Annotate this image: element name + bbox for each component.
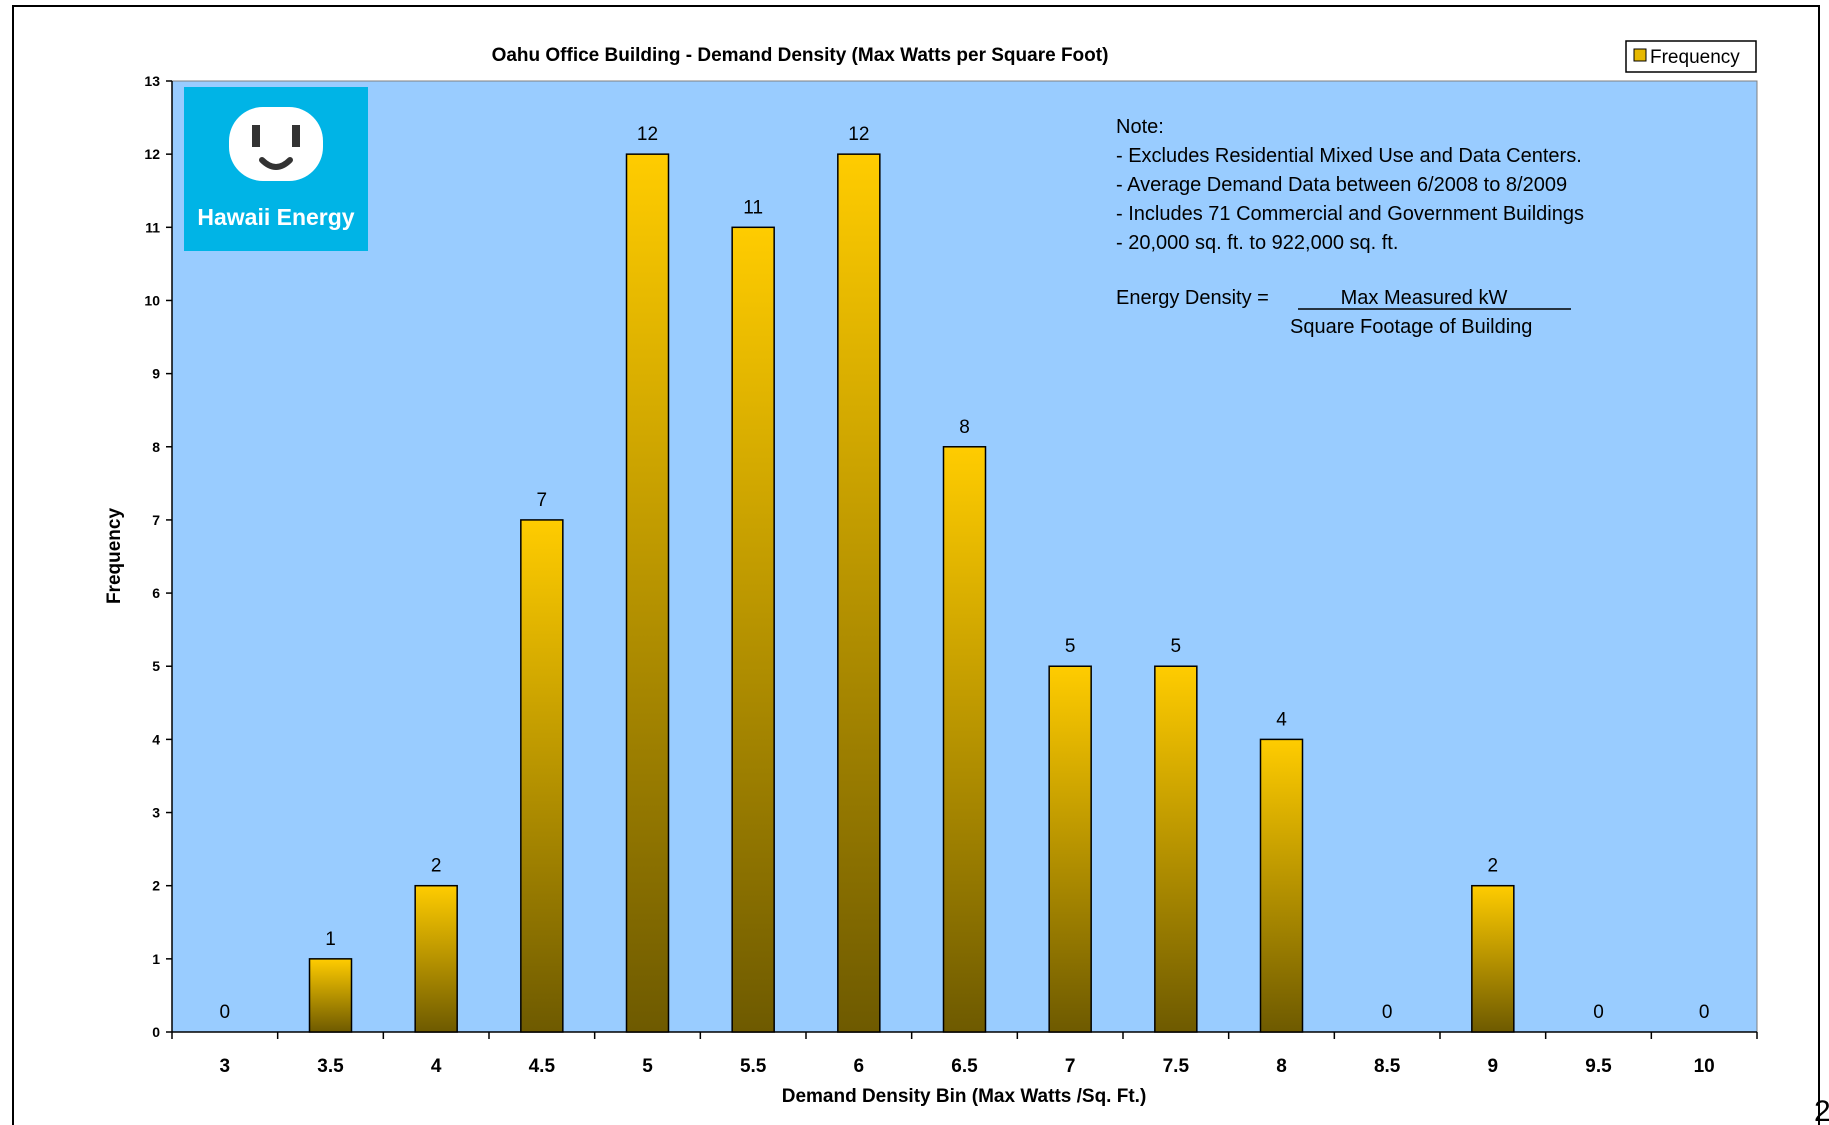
x-tick-label: 5.5 xyxy=(740,1056,767,1077)
data-label: 12 xyxy=(637,124,658,145)
y-tick-label: 4 xyxy=(152,731,160,747)
data-label: 7 xyxy=(537,490,548,511)
y-tick-label: 5 xyxy=(152,658,160,674)
x-tick-label: 4 xyxy=(431,1056,442,1077)
bar[interactable] xyxy=(310,959,352,1032)
x-tick-label: 3.5 xyxy=(317,1056,344,1077)
data-label: 0 xyxy=(220,1002,231,1023)
data-label: 11 xyxy=(743,197,763,218)
data-label: 2 xyxy=(431,856,442,877)
legend[interactable]: Frequency xyxy=(1626,41,1756,72)
y-tick-label: 12 xyxy=(144,146,160,162)
x-tick-label: 6 xyxy=(854,1056,865,1077)
note-line: - 20,000 sq. ft. to 922,000 sq. ft. xyxy=(1116,232,1398,254)
x-tick-label: 7 xyxy=(1065,1056,1076,1077)
formula-numerator: Max Measured kW xyxy=(1341,287,1508,309)
note-line: Note: xyxy=(1116,116,1164,138)
bar[interactable] xyxy=(627,154,669,1032)
note-line: - Average Demand Data between 6/2008 to … xyxy=(1116,174,1567,196)
y-tick-label: 11 xyxy=(145,219,160,235)
note-line: - Includes 71 Commercial and Government … xyxy=(1116,203,1584,225)
x-tick-label: 4.5 xyxy=(529,1056,556,1077)
page-number: 2 xyxy=(1814,1095,1829,1121)
x-tick-label: 3 xyxy=(220,1056,231,1077)
x-tick-label: 9 xyxy=(1488,1056,1499,1077)
y-tick-label: 1 xyxy=(152,951,160,967)
data-label: 0 xyxy=(1593,1002,1604,1023)
y-axis-title: Frequency xyxy=(104,508,125,605)
bar[interactable] xyxy=(838,154,880,1032)
data-label: 1 xyxy=(325,929,336,950)
y-tick-label: 8 xyxy=(152,439,160,455)
outlet-icon xyxy=(229,107,323,181)
y-tick-label: 13 xyxy=(144,73,160,89)
bar[interactable] xyxy=(415,886,457,1032)
data-label: 0 xyxy=(1699,1002,1710,1023)
formula-lhs: Energy Density = xyxy=(1116,287,1269,309)
bar[interactable] xyxy=(521,520,563,1032)
x-tick-label: 7.5 xyxy=(1163,1056,1190,1077)
y-tick-label: 10 xyxy=(144,292,160,308)
formula-denominator: Square Footage of Building xyxy=(1290,316,1532,338)
data-label: 8 xyxy=(959,417,970,438)
data-label: 2 xyxy=(1488,856,1499,877)
x-axis-title: Demand Density Bin (Max Watts /Sq. Ft.) xyxy=(782,1086,1147,1107)
legend-swatch xyxy=(1634,49,1646,61)
data-label: 5 xyxy=(1065,636,1076,657)
bar[interactable] xyxy=(944,447,986,1032)
chart-title: Oahu Office Building - Demand Density (M… xyxy=(492,45,1109,66)
data-label: 4 xyxy=(1276,709,1287,730)
x-axis: 3 3.5 4 4.5 5 5.5 6 6.5 7 7.5 8 8.5 9 9.5 10 xyxy=(172,1032,1757,1077)
hawaii-energy-logo: Hawaii Energy xyxy=(184,87,368,251)
x-tick-label: 8.5 xyxy=(1374,1056,1401,1077)
x-tick-label: 9.5 xyxy=(1585,1056,1612,1077)
bar[interactable] xyxy=(732,227,774,1032)
y-tick-label: 7 xyxy=(152,512,160,528)
x-tick-label: 10 xyxy=(1694,1056,1715,1077)
note-line: - Excludes Residential Mixed Use and Dat… xyxy=(1116,145,1582,167)
x-tick-label: 6.5 xyxy=(951,1056,978,1077)
y-tick-label: 2 xyxy=(152,878,160,894)
logo-text: Hawaii Energy xyxy=(197,204,354,230)
data-label: 12 xyxy=(848,124,869,145)
bar[interactable] xyxy=(1155,666,1197,1032)
bar[interactable] xyxy=(1261,739,1303,1032)
x-tick-label: 5 xyxy=(642,1056,653,1077)
y-tick-label: 9 xyxy=(152,366,160,382)
x-tick-label: 8 xyxy=(1276,1056,1287,1077)
legend-label: Frequency xyxy=(1650,47,1740,68)
data-label: 5 xyxy=(1171,636,1182,657)
data-label: 0 xyxy=(1382,1002,1393,1023)
y-tick-label: 6 xyxy=(152,585,160,601)
y-tick-label: 0 xyxy=(152,1024,160,1040)
bar[interactable] xyxy=(1472,886,1514,1032)
y-tick-label: 3 xyxy=(152,805,160,821)
bar[interactable] xyxy=(1049,666,1091,1032)
